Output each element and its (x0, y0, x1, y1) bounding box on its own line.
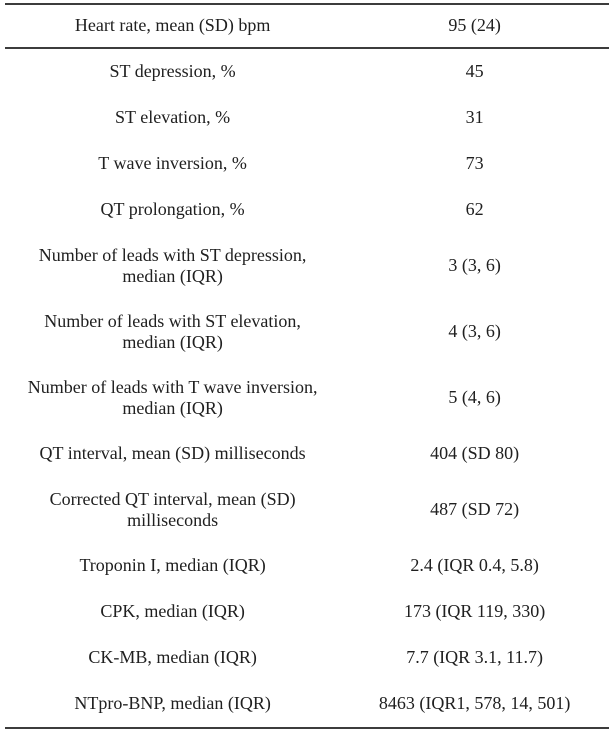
row-label: QT interval, mean (SD) milliseconds (39, 443, 306, 464)
row-label: CPK, median (IQR) (100, 601, 245, 622)
row-label: Number of leads with T wave inversion, m… (27, 376, 318, 418)
row-label: Number of leads with ST depression, medi… (38, 244, 307, 286)
row-label: CK-MB, median (IQR) (88, 647, 257, 668)
row-value: 3 (3, 6) (448, 255, 501, 276)
table-row: QT interval, mean (SD) milliseconds 404 (… (5, 431, 609, 477)
table-row: QT prolongation, % 62 (5, 187, 609, 233)
row-value: 95 (24) (448, 15, 501, 36)
row-label: ST elevation, % (115, 107, 231, 128)
table-row: CK-MB, median (IQR) 7.7 (IQR 3.1, 11.7) (5, 635, 609, 681)
table-row: Heart rate, mean (SD) bpm 95 (24) (5, 5, 609, 49)
table-row: ST depression, % 45 (5, 49, 609, 95)
row-value: 7.7 (IQR 3.1, 11.7) (406, 647, 544, 668)
row-label: NTpro-BNP, median (IQR) (74, 693, 271, 714)
row-label: QT prolongation, % (100, 199, 245, 220)
row-value: 5 (4, 6) (448, 387, 501, 408)
row-value: 2.4 (IQR 0.4, 5.8) (410, 555, 539, 576)
table-row: Number of leads with ST depression, medi… (5, 233, 609, 299)
row-label: Troponin I, median (IQR) (79, 555, 266, 576)
table-row: Troponin I, median (IQR) 2.4 (IQR 0.4, 5.… (5, 543, 609, 589)
table-row: ST elevation, % 31 (5, 95, 609, 141)
row-label: Heart rate, mean (SD) bpm (74, 15, 271, 36)
row-label: Number of leads with ST elevation, media… (44, 310, 301, 352)
row-value: 62 (465, 199, 484, 220)
row-label: ST depression, % (109, 61, 236, 82)
table-row: T wave inversion, % 73 (5, 141, 609, 187)
row-label: T wave inversion, % (98, 153, 247, 174)
row-value: 8463 (IQR1, 578, 14, 501) (378, 693, 571, 714)
table-row: Number of leads with T wave inversion, m… (5, 365, 609, 431)
table-row: Corrected QT interval, mean (SD) millise… (5, 477, 609, 543)
table-row: NTpro-BNP, median (IQR) 8463 (IQR1, 578, … (5, 681, 609, 727)
row-value: 4 (3, 6) (448, 321, 501, 342)
row-value: 404 (SD 80) (430, 443, 520, 464)
row-value: 173 (IQR 119, 330) (403, 601, 546, 622)
row-value: 73 (465, 153, 484, 174)
row-value: 45 (465, 61, 484, 82)
row-label: Corrected QT interval, mean (SD) millise… (49, 488, 296, 530)
row-value: 31 (465, 107, 484, 128)
table-row: Number of leads with ST elevation, media… (5, 299, 609, 365)
table-row: CPK, median (IQR) 173 (IQR 119, 330) (5, 589, 609, 635)
clinical-characteristics-table: Heart rate, mean (SD) bpm 95 (24) ST depre… (5, 3, 609, 729)
row-value: 487 (SD 72) (430, 499, 520, 520)
